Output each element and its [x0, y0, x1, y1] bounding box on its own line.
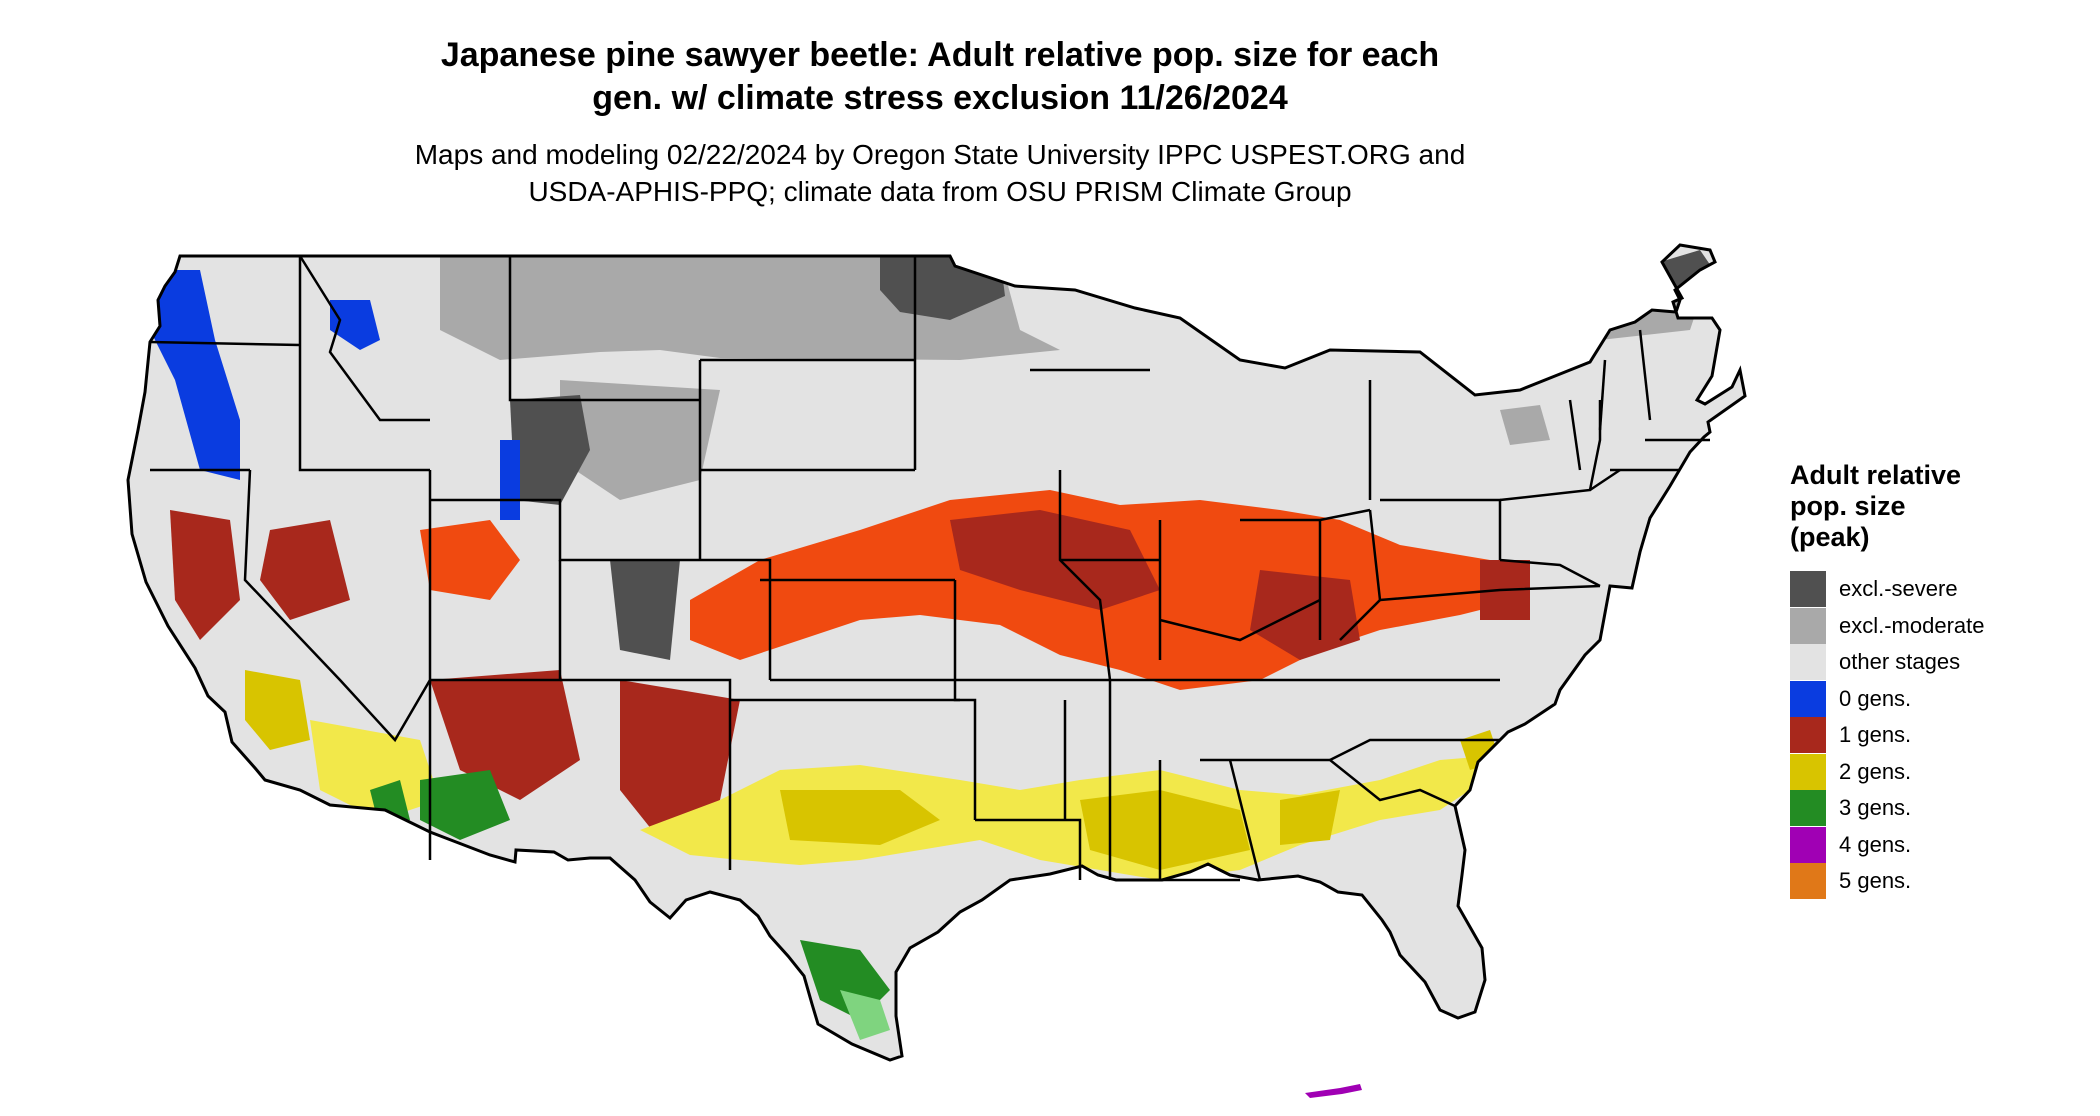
map-subtitle: Maps and modeling 02/22/2024 by Oregon S…: [0, 136, 1880, 210]
legend-title-line-3: (peak): [1790, 522, 1870, 552]
legend-item-4-gens: 4 gens.: [1790, 826, 2090, 864]
map-title: Japanese pine sawyer beetle: Adult relat…: [0, 34, 1880, 120]
legend-title: Adult relative pop. size (peak): [1790, 460, 2090, 553]
legend-label: 3 gens.: [1839, 795, 1912, 821]
legend-item-1-gens: 1 gens.: [1790, 717, 2090, 754]
legend-label: 5 gens.: [1839, 868, 1912, 894]
legend-item-3-gens: 3 gens.: [1790, 790, 2090, 827]
state-borders: [149, 255, 1710, 882]
legend-swatch: [1790, 753, 1826, 790]
legend-label: 1 gens.: [1839, 722, 1912, 748]
legend-item-excl-severe: excl.-severe: [1790, 571, 2090, 608]
legend-swatch: [1790, 644, 1826, 681]
map-subtitle-line-2: USDA-APHIS-PPQ; climate data from OSU PR…: [528, 176, 1352, 207]
legend-swatch: [1790, 863, 1826, 900]
legend-swatch: [1790, 680, 1826, 717]
legend-swatch: [1790, 790, 1826, 827]
legend-label: other stages: [1839, 649, 1961, 675]
legend-swatch: [1790, 717, 1826, 754]
legend-item-2-gens: 2 gens.: [1790, 753, 2090, 791]
legend-label: 2 gens.: [1839, 758, 1912, 784]
legend-label: excl.-moderate: [1839, 612, 1985, 638]
legend-title-line-2: pop. size: [1790, 491, 1906, 521]
map-fill-layer: [128, 245, 1745, 1060]
legend-label: 4 gens.: [1839, 831, 1912, 857]
legend-label: 0 gens.: [1839, 685, 1912, 711]
map-title-line-2: gen. w/ climate stress exclusion 11/26/2…: [592, 79, 1288, 117]
legend-swatch: [1790, 826, 1826, 863]
map-subtitle-line-1: Maps and modeling 02/22/2024 by Oregon S…: [414, 139, 1466, 170]
map-title-line-1: Japanese pine sawyer beetle: Adult relat…: [440, 36, 1440, 74]
legend-item-excl-moderate: excl.-moderate: [1790, 607, 2090, 645]
legend-swatch: [1790, 607, 1826, 644]
4-gens-keys-patch: [1305, 1084, 1362, 1098]
legend-swatch: [1790, 571, 1826, 608]
legend-label: excl.-severe: [1839, 576, 1958, 602]
us-outline: [126, 243, 1747, 1062]
map-legend: Adult relative pop. size (peak) excl.-se…: [1790, 460, 2090, 900]
legend-item-other-stages: other stages: [1790, 644, 2090, 681]
legend-title-line-1: Adult relative: [1790, 460, 1962, 490]
us-pest-map: [126, 243, 1747, 1098]
legend-item-5-gens: 5 gens.: [1790, 863, 2090, 900]
legend-item-0-gens: 0 gens.: [1790, 680, 2090, 718]
